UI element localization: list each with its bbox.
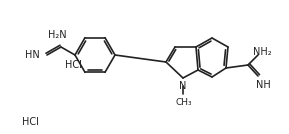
Text: HCl: HCl [22, 117, 39, 127]
Text: HCl: HCl [64, 60, 81, 70]
Text: N: N [179, 81, 187, 91]
Text: HN: HN [25, 50, 40, 60]
Text: CH₃: CH₃ [176, 98, 192, 107]
Text: H₂N: H₂N [48, 30, 66, 40]
Text: NH₂: NH₂ [253, 47, 271, 57]
Text: NH: NH [256, 80, 271, 90]
